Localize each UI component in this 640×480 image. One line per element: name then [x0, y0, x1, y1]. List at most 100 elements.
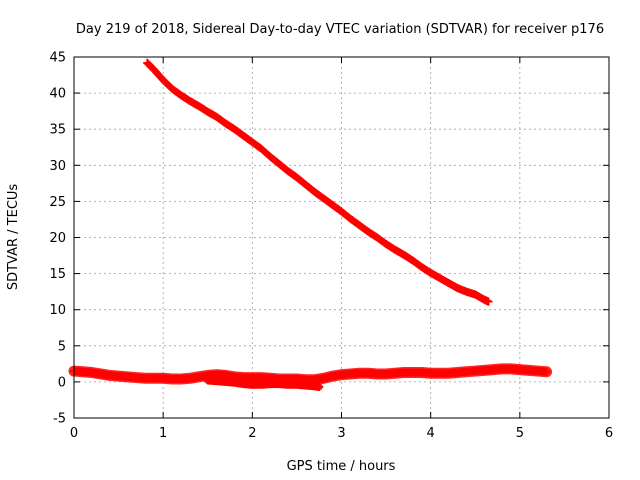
data-point — [109, 374, 111, 377]
data-point — [305, 184, 307, 186]
data-point — [296, 176, 298, 179]
data-point — [528, 369, 530, 371]
data-point — [376, 236, 378, 239]
x-tick-label: 0 — [70, 426, 78, 441]
data-point — [207, 379, 209, 382]
data-point — [287, 384, 289, 386]
data-point — [144, 377, 146, 379]
data-point — [216, 380, 218, 382]
data-point — [278, 383, 280, 385]
data-point — [331, 204, 334, 206]
data-point — [537, 370, 539, 372]
data-point — [314, 385, 316, 387]
series-0 — [143, 58, 493, 306]
data-point — [447, 282, 450, 284]
y-tick-label: 40 — [49, 87, 66, 102]
data-point — [438, 372, 441, 374]
data-point — [126, 376, 129, 378]
data-point — [233, 128, 236, 130]
data-point — [171, 88, 173, 90]
y-tick-label: -5 — [53, 412, 66, 427]
data-point — [501, 368, 503, 370]
data-point — [251, 384, 253, 386]
data-point — [251, 376, 253, 379]
data-point — [207, 111, 209, 113]
data-point — [447, 372, 450, 374]
data-point — [171, 378, 173, 380]
data-point — [430, 372, 432, 374]
data-point — [296, 384, 298, 386]
data-point — [91, 371, 93, 374]
x-tick-label: 4 — [427, 426, 435, 441]
data-point — [331, 375, 334, 377]
data-point — [198, 105, 200, 107]
data-point — [233, 376, 236, 378]
series-marks — [143, 58, 493, 306]
data-point — [474, 370, 476, 372]
data-point — [233, 382, 236, 384]
data-point — [287, 378, 289, 380]
data-point — [519, 369, 521, 371]
series-line — [146, 61, 490, 304]
data-point — [394, 249, 396, 251]
ticks — [73, 56, 610, 419]
plot-area — [68, 58, 553, 391]
data-point — [216, 374, 218, 376]
data-point — [296, 378, 298, 380]
data-point — [305, 379, 307, 381]
data-point — [492, 369, 494, 371]
data-point — [456, 371, 459, 374]
data-point — [198, 376, 200, 378]
data-point — [340, 374, 343, 376]
data-point — [367, 372, 369, 374]
data-point — [135, 376, 138, 379]
data-point — [403, 254, 405, 256]
data-point — [394, 372, 396, 374]
data-point — [340, 210, 343, 213]
data-point — [358, 372, 360, 374]
data-point — [269, 156, 271, 158]
x-axis-label: GPS time / hours — [287, 459, 396, 474]
data-point — [412, 260, 414, 262]
data-point — [421, 266, 423, 268]
data-point — [278, 163, 280, 165]
data-point — [367, 231, 369, 233]
data-point — [153, 377, 155, 379]
data-point — [162, 377, 164, 379]
x-tick-label: 5 — [516, 426, 524, 441]
data-point — [421, 371, 423, 374]
x-tick-label: 3 — [337, 426, 345, 441]
y-tick-label: 10 — [49, 303, 66, 318]
data-point — [269, 377, 271, 379]
y-tick-label: 30 — [49, 159, 66, 174]
data-point — [242, 135, 245, 137]
data-point — [483, 298, 485, 301]
data-point — [287, 170, 289, 172]
y-tick-label: 25 — [49, 195, 66, 210]
x-tick-label: 2 — [248, 426, 256, 441]
data-point — [314, 379, 316, 381]
y-tick-label: 45 — [49, 51, 66, 66]
data-point — [153, 69, 155, 71]
data-point — [474, 293, 476, 296]
series-1 — [68, 363, 553, 386]
data-point — [180, 378, 182, 380]
data-point — [224, 374, 227, 377]
data-point — [323, 377, 325, 379]
y-tick-label: 0 — [58, 375, 66, 390]
data-point — [180, 94, 182, 96]
y-tick-label: 20 — [49, 231, 66, 246]
data-point — [216, 116, 218, 118]
series-2 — [203, 376, 324, 391]
data-point — [349, 373, 352, 375]
data-point — [465, 371, 467, 373]
data-point — [545, 371, 548, 373]
y-tick-label: 35 — [49, 123, 66, 138]
data-point — [385, 243, 387, 245]
data-point — [314, 191, 316, 193]
data-point — [189, 377, 191, 379]
data-point — [430, 272, 432, 274]
data-point — [305, 384, 307, 387]
